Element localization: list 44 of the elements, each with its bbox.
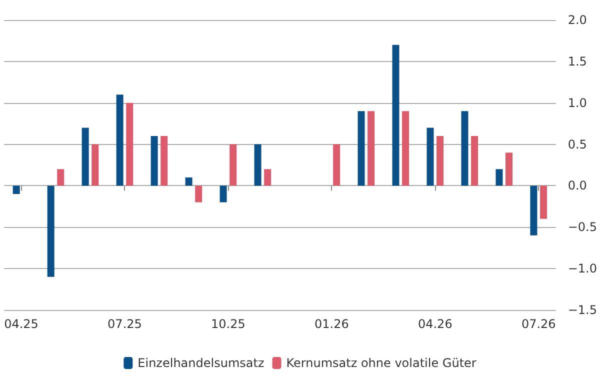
bar bbox=[358, 111, 365, 186]
y-tick-label: 0.5 bbox=[568, 137, 587, 152]
bar bbox=[160, 136, 168, 186]
bar bbox=[220, 186, 227, 202]
x-tick-label: 04.26 bbox=[418, 317, 452, 331]
bar bbox=[12, 186, 20, 194]
bar bbox=[195, 186, 202, 202]
bar bbox=[496, 169, 503, 186]
bar bbox=[57, 169, 64, 186]
bar bbox=[530, 186, 538, 236]
bar bbox=[230, 144, 237, 186]
bar bbox=[92, 144, 99, 186]
bar bbox=[506, 152, 513, 186]
bar bbox=[116, 94, 124, 186]
bar bbox=[150, 136, 158, 186]
bar bbox=[461, 111, 468, 186]
x-tick-label: 07.26 bbox=[521, 317, 556, 331]
bar bbox=[264, 169, 272, 186]
bar bbox=[540, 186, 548, 219]
bar bbox=[426, 128, 434, 186]
bar bbox=[82, 128, 89, 186]
bar bbox=[436, 136, 444, 186]
legend-label: Kernumsatz ohne volatile Güter bbox=[286, 356, 476, 370]
bar bbox=[402, 111, 410, 186]
legend-label: Einzelhandelsumsatz bbox=[138, 356, 264, 370]
bar bbox=[471, 136, 478, 186]
y-tick-label: −1.0 bbox=[568, 262, 597, 276]
x-tick-label: 04.25 bbox=[4, 317, 38, 331]
bar bbox=[126, 102, 134, 186]
bar bbox=[368, 111, 375, 186]
y-tick-label: 2.0 bbox=[568, 13, 587, 27]
x-tick-label: 10.25 bbox=[211, 317, 246, 331]
y-tick-label: 1.0 bbox=[568, 96, 587, 110]
bar bbox=[47, 186, 54, 277]
y-tick-label: −1.5 bbox=[568, 303, 597, 317]
bar bbox=[392, 44, 400, 186]
y-tick-label: 1.5 bbox=[568, 54, 587, 68]
bar bbox=[185, 177, 192, 186]
x-tick-label: 07.25 bbox=[108, 317, 142, 331]
x-tick-label: 01.26 bbox=[314, 317, 349, 331]
y-tick-label: 0.0 bbox=[568, 178, 587, 193]
bar bbox=[254, 144, 262, 186]
bar bbox=[333, 144, 340, 186]
y-tick-label: −0.5 bbox=[568, 220, 597, 234]
